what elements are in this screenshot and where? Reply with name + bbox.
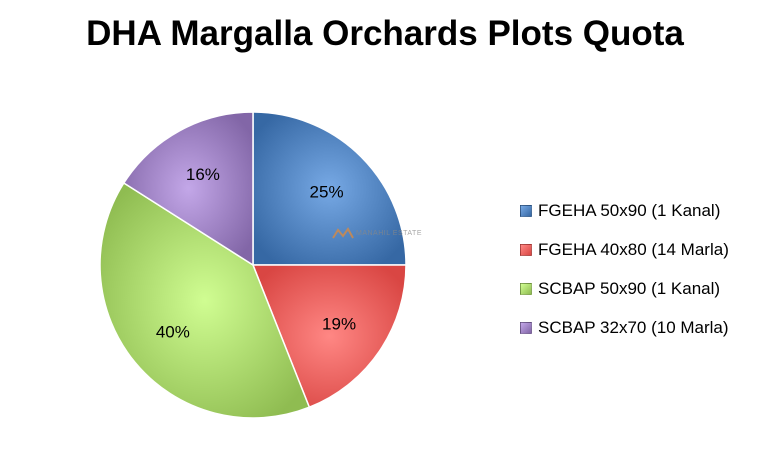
chart-legend: FGEHA 50x90 (1 Kanal) FGEHA 40x80 (14 Mar… [520, 196, 729, 352]
manahil-estate-logo-icon [332, 227, 354, 239]
pie-slice-scbap-50x90-1-kanal [99, 181, 311, 419]
legend-label: SCBAP 50x90 (1 Kanal) [538, 278, 721, 298]
legend-label: FGEHA 50x90 (1 Kanal) [538, 200, 721, 220]
legend-swatch [520, 282, 532, 295]
legend-label: SCBAP 32x70 (10 Marla) [538, 317, 729, 337]
legend-item-fgeha-50x90-1-kanal: FGEHA 50x90 (1 Kanal) [520, 196, 729, 225]
slice-value-label: 25% [310, 182, 344, 201]
slice-value-label: 40% [156, 322, 190, 341]
slice-value-label: 16% [186, 165, 220, 184]
pie-slice-scbap-32x70-10-marla [122, 111, 254, 267]
legend-swatch [520, 204, 532, 217]
slice-value-label: 19% [322, 314, 356, 333]
chart-title: DHA Margalla Orchards Plots Quota [86, 14, 684, 53]
legend-swatch [520, 243, 532, 256]
legend-item-scbap-50x90-1-kanal: SCBAP 50x90 (1 Kanal) [520, 274, 729, 303]
legend-label: FGEHA 40x80 (14 Marla) [538, 239, 729, 259]
legend-item-scbap-32x70-10-marla: SCBAP 32x70 (10 Marla) [520, 313, 729, 342]
legend-swatch [520, 321, 532, 334]
pie-slice-fgeha-40x80-14-marla [251, 264, 407, 409]
watermark-text: MANAHIL ESTATE [356, 229, 422, 237]
pie-slice-fgeha-50x90-1-kanal [252, 111, 407, 266]
legend-item-fgeha-40x80-14-marla: FGEHA 40x80 (14 Marla) [520, 235, 729, 264]
watermark: MANAHIL ESTATE [332, 226, 422, 240]
